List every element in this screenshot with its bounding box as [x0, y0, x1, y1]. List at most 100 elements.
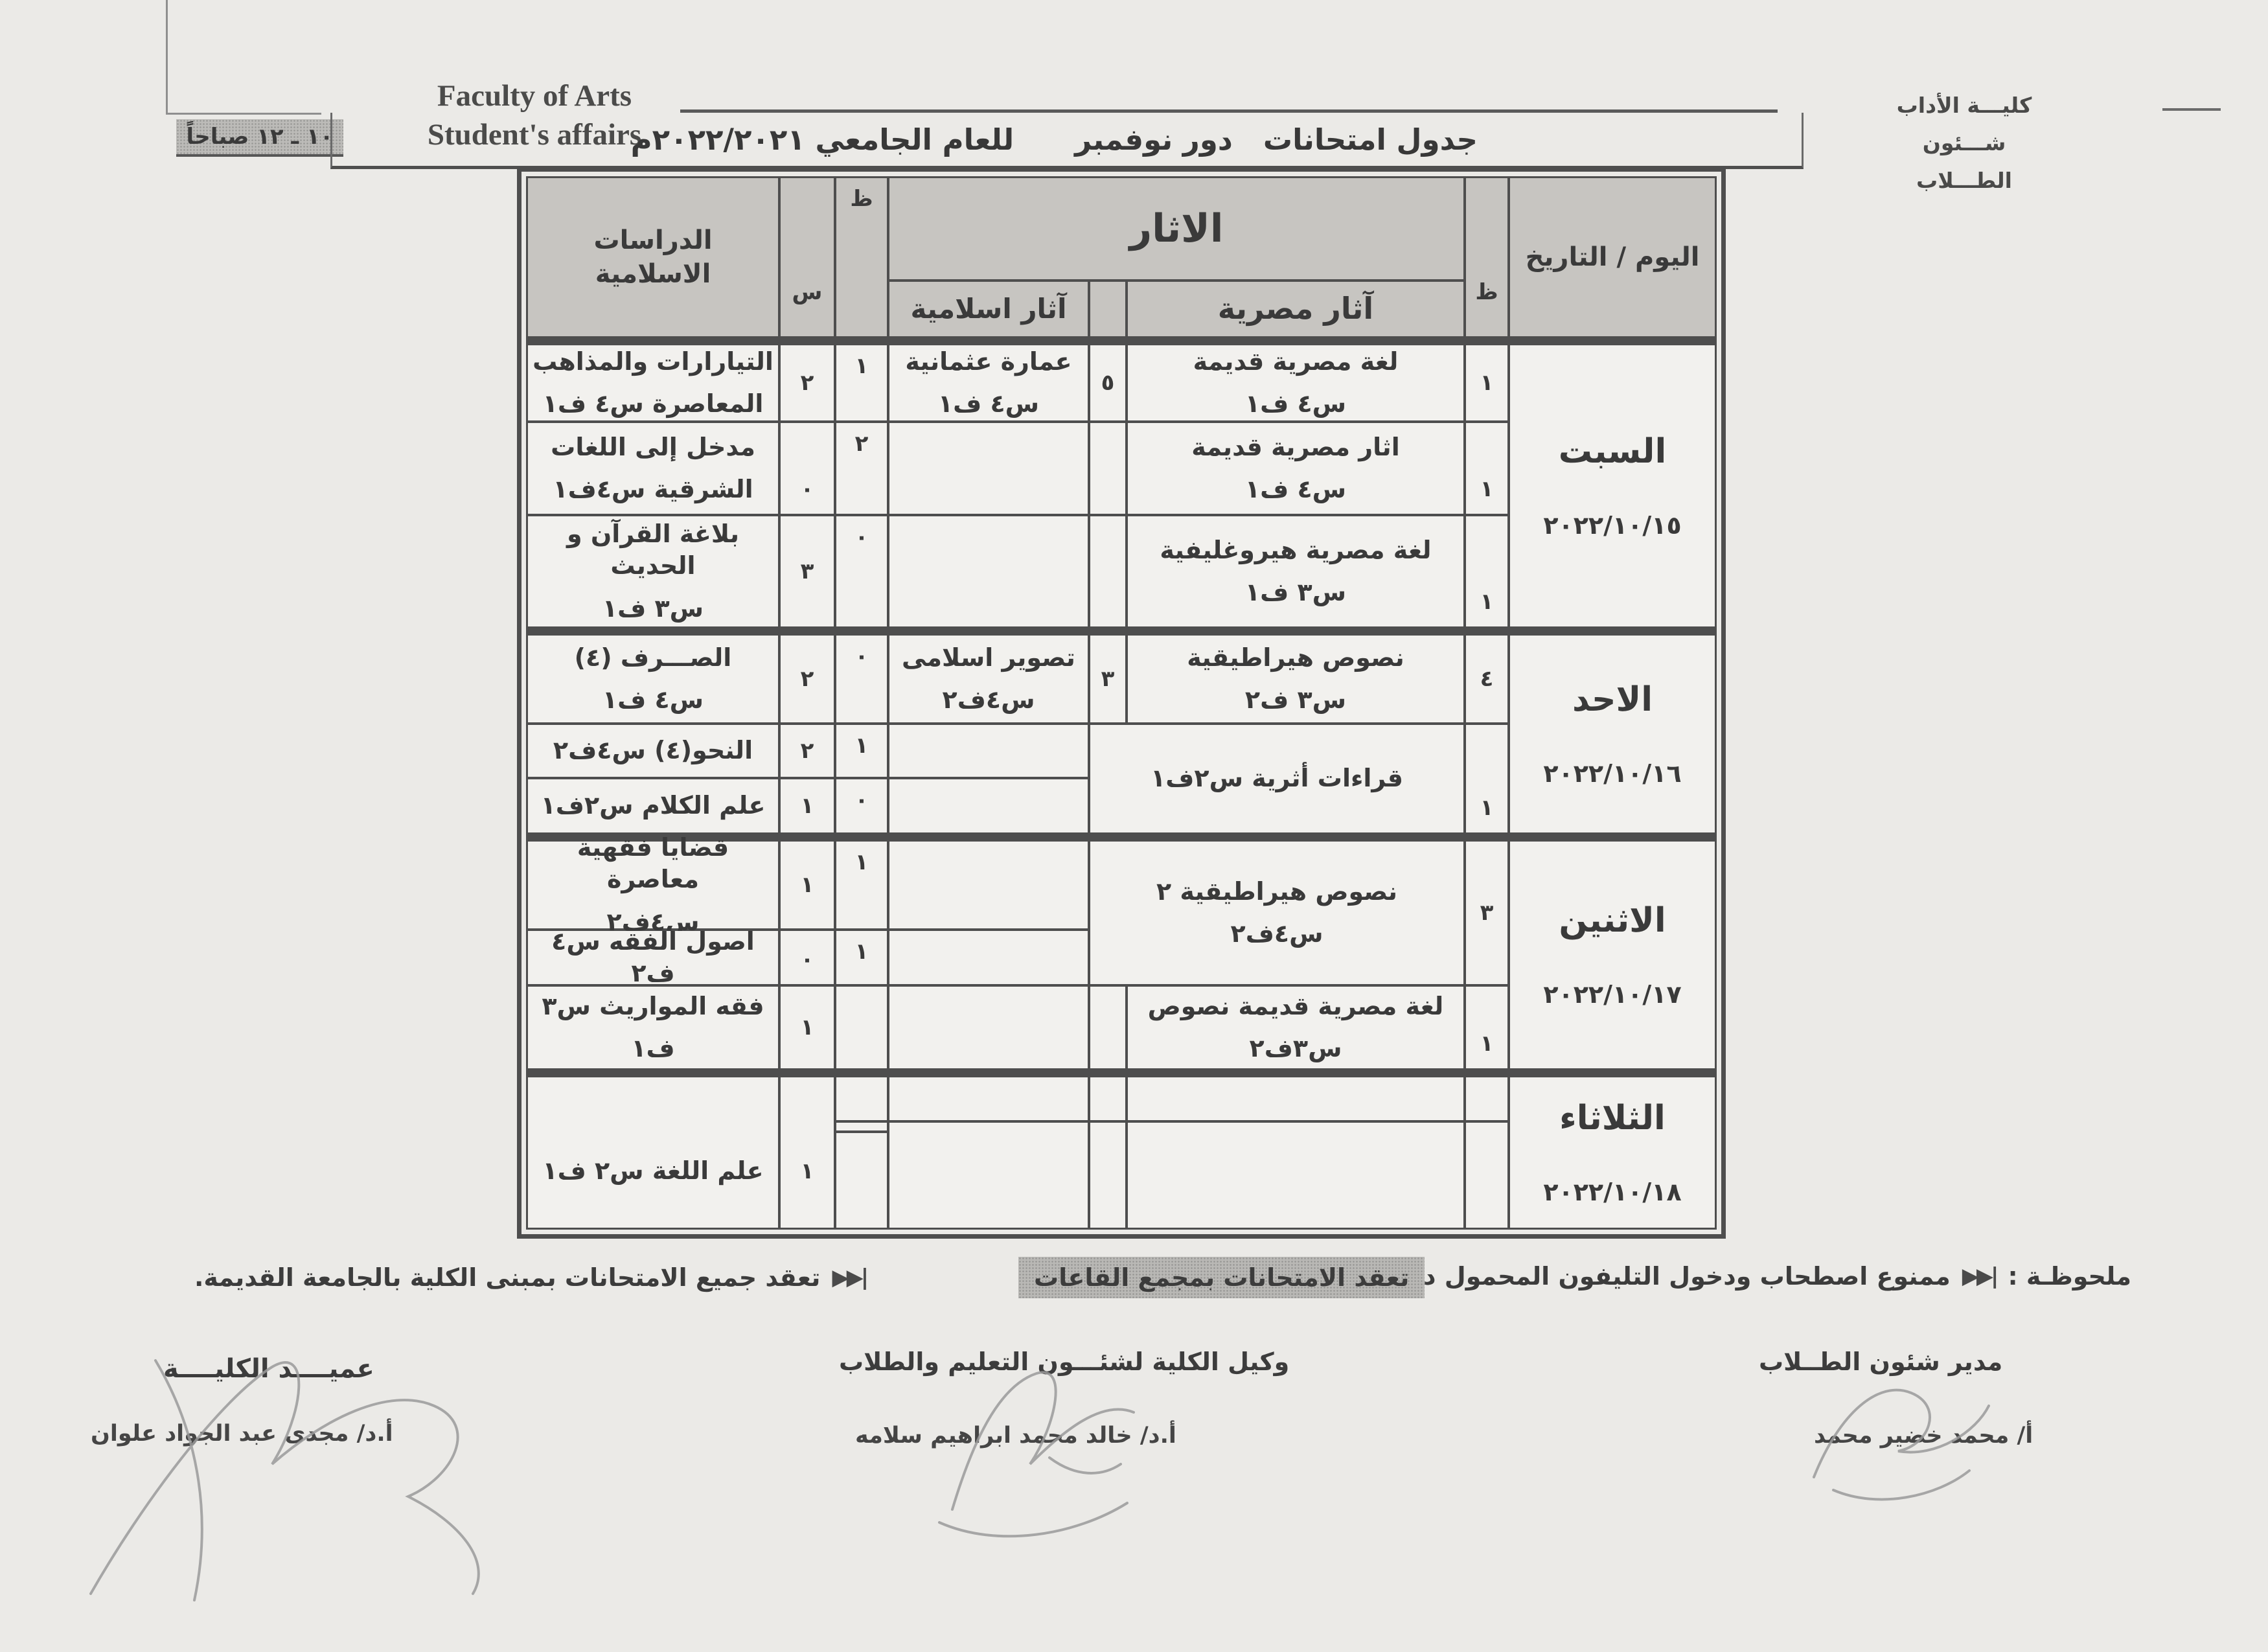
cell-empty — [836, 1133, 887, 1228]
note-text: تعقد الامتحانات بمجمع القاعات — [1034, 1263, 1410, 1292]
header-spacer-cell — [1090, 282, 1125, 336]
day-name: الاثنين — [1559, 901, 1666, 940]
document-title: جدول امتحانات دور نوفمبر للعام الجامعي ٢… — [630, 122, 1478, 157]
cell-mon2-islamic-studies: اصول الفقه س٤ ف٢ — [528, 927, 778, 987]
cell-sat1-islamic-studies: التيارارات والمذاهب المعاصرة س٤ ف١ — [528, 345, 778, 420]
day-date: ٢٠٢٢/١٠/١٥ — [1543, 511, 1682, 540]
day-cell-tuesday: الثلاثاء ٢٠٢٢/١٠/١٨ — [1510, 1077, 1715, 1228]
subject-line: الصـــرف (٤) — [574, 643, 732, 672]
cell-sun1-g: ٢ — [781, 636, 834, 722]
cell-sat3-egyptian: لغة مصرية هيروغليفية س٣ ف١ — [1128, 516, 1463, 626]
cell-sun1-egyptian: نصوص هيراطيقية س٣ ف٢ — [1128, 636, 1463, 722]
cell-mon3-islamic-studies: فقه المواريث س٣ ف١ — [528, 987, 778, 1068]
cell-sun3-g: ١ — [781, 779, 834, 832]
day-date: ٢٠٢٢/١٠/١٧ — [1543, 980, 1682, 1009]
note-mobile-phones: ملحوظـة : ▶▶| ممنوع اصطحاب ودخول التليفو… — [1273, 1262, 2131, 1291]
header-day-date: اليوم / التاريخ — [1510, 178, 1715, 336]
header-islamic-archaeology: آثار اسلامية — [889, 282, 1088, 336]
cell-sun3-f: ٠ — [836, 779, 887, 832]
cell-mon3-g: ١ — [781, 987, 834, 1068]
subject-line: قراءات أثرية س٢ف١ — [1151, 764, 1403, 793]
subject-line: لغة مصرية قديمة نصوص — [1147, 991, 1444, 1020]
cell-sun1-islamic-arch: تصوير اسلامى س٤ف٢ — [889, 636, 1088, 722]
cell-sat2-f: ٢ — [836, 423, 887, 514]
cell-empty — [1090, 1077, 1125, 1120]
subject-line: النحو(٤) س٤ف٢ — [553, 736, 753, 765]
cell-empty — [836, 1123, 887, 1130]
cell-mon1-f: ١ — [836, 842, 887, 928]
signature-center — [938, 1371, 1135, 1538]
header-zh-a: ظ — [836, 178, 887, 336]
cell-sat1-f: ١ — [836, 345, 887, 420]
day-name: الاحد — [1572, 680, 1653, 719]
cell-sat3-islamic-studies: بلاغة القرآن و الحديث س٣ ف١ — [528, 516, 778, 626]
subject-line: س٤ف٢ — [1230, 919, 1323, 948]
cell-empty — [1128, 1123, 1463, 1228]
cell-empty — [889, 842, 1088, 928]
cell-empty — [889, 1123, 1088, 1228]
cell-empty — [1090, 987, 1125, 1068]
cell-empty — [889, 516, 1088, 626]
cell-sun3-islamic-studies: علم الكلام س٢ف١ — [528, 779, 778, 832]
day-cell-monday: الاثنين ٢٠٢٢/١٠/١٧ — [1510, 842, 1715, 1068]
subject-line: بلاغة القرآن و الحديث — [567, 519, 739, 580]
subject-line: نصوص هيراطيقية — [1187, 643, 1404, 672]
day-date: ٢٠٢٢/١٠/١٨ — [1543, 1178, 1682, 1207]
day-name: الثلاثاء — [1559, 1098, 1666, 1138]
cell-empty — [889, 779, 1088, 832]
cell-sun2-g: ٢ — [781, 725, 834, 777]
cell-sat2-g: ٠ — [781, 423, 834, 514]
cell-empty — [1466, 1123, 1507, 1228]
subject-line: فقه المواريث س٣ — [542, 991, 764, 1020]
signatory-title-vice-dean: وكيل الكلية لشئـــون التعليم والطلاب — [839, 1348, 1290, 1376]
cell-sat3-b: ١ — [1466, 516, 1507, 626]
signatory-name-student-affairs-director: أ/ محمد خضير محمد — [1814, 1423, 2033, 1449]
note-exam-building: ▶▶| تعقد جميع الامتحانات بمبنى الكلية با… — [194, 1263, 869, 1292]
cell-sat1-g: ٢ — [781, 345, 834, 420]
cell-sun1-islamic-studies: الصـــرف (٤) س٤ ف١ — [528, 636, 778, 722]
subject-line: س٣ف٢ — [1249, 1034, 1342, 1062]
cell-sat1-b: ١ — [1466, 345, 1507, 420]
day-cell-sunday: الاحد ٢٠٢٢/١٠/١٦ — [1510, 636, 1715, 832]
subject-line: علم الكلام س٢ف١ — [540, 791, 766, 820]
cell-mon1-islamic-studies: قضايا فقهية معاصرة س٤ف٢ — [528, 833, 778, 936]
corner-mark-vertical — [166, 0, 168, 114]
subject-line: قضايا فقهية معاصرة — [577, 832, 729, 894]
header-seen: س — [781, 178, 834, 336]
exam-time-badge: ١٠ ـ ١٢ صباحاً — [176, 119, 343, 157]
note-label: ملحوظـة : — [2008, 1262, 2131, 1291]
cell-tue-g: ١ — [781, 1077, 834, 1228]
cell-empty — [1090, 1123, 1125, 1228]
cell-sat2-b: ١ — [1466, 423, 1507, 514]
subject-line: س٣ ف١ — [602, 593, 704, 623]
note-exam-halls-highlight: تعقد الامتحانات بمجمع القاعات — [1018, 1257, 1425, 1298]
department-name-en: Student's affairs — [427, 118, 642, 152]
cell-empty — [889, 1077, 1088, 1120]
cell-sun2-f: ١ — [836, 725, 887, 777]
cell-mon3-egyptian: لغة مصرية قديمة نصوص س٣ف٢ — [1128, 987, 1463, 1068]
cell-sat2-islamic-studies: مدخل إلى اللغات الشرقية س٤ف١ — [528, 423, 778, 514]
header-islamic-studies: الدراسات الاسلامية — [528, 178, 778, 336]
cell-empty — [1090, 423, 1125, 514]
cell-empty — [889, 931, 1088, 984]
signatory-name-vice-dean: أ.د/ خالد محمد ابراهيم سلامه — [855, 1423, 1176, 1449]
cell-empty — [836, 1077, 887, 1120]
cell-sat3-f: ٠ — [836, 516, 887, 626]
day-name: السبت — [1558, 431, 1667, 471]
subject-line: نصوص هيراطيقية ٢ — [1156, 877, 1398, 906]
header-archaeology: الاثار — [889, 178, 1463, 279]
cell-mon12-hieratic-merged: نصوص هيراطيقية ٢ س٤ف٢ — [1090, 842, 1463, 984]
fast-forward-icon: ▶▶| — [832, 1265, 869, 1291]
cell-empty — [836, 987, 887, 1068]
header-rule — [680, 109, 1778, 113]
cell-sat1-egyptian: لغة مصرية قديمة س٤ ف١ — [1128, 345, 1463, 420]
faculty-name-en: Faculty of Arts — [437, 79, 632, 113]
subject-line: س٣ ف١ — [1244, 578, 1347, 606]
cell-sat1-d: ٥ — [1090, 345, 1125, 420]
subject-line: س٤ف٢ — [942, 685, 1035, 714]
document-title-box: جدول امتحانات دور نوفمبر للعام الجامعي ٢… — [330, 113, 1804, 169]
subject-line: علم اللغة س٢ ف١ — [542, 1156, 764, 1186]
subject-line: تصوير اسلامى — [902, 643, 1075, 672]
subject-line: س٣ ف٢ — [1244, 685, 1347, 714]
cell-sun2-islamic-studies: النحو(٤) س٤ف٢ — [528, 725, 778, 777]
